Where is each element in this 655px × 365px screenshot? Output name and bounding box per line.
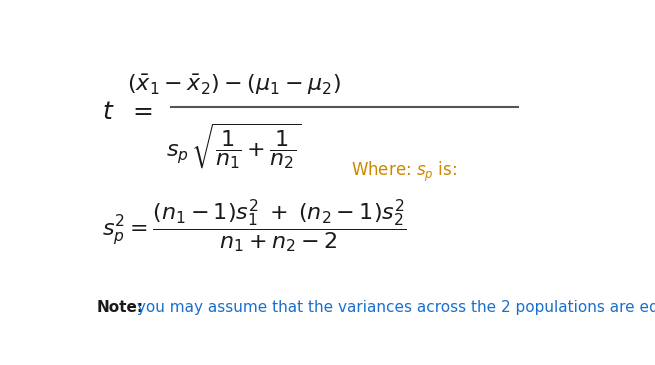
Text: $\left(\bar{x}_1 - \bar{x}_2\right) - \left(\mu_1 - \mu_2\right)$: $\left(\bar{x}_1 - \bar{x}_2\right) - \l… bbox=[127, 72, 341, 97]
Text: you may assume that the variances across the 2 populations are equal.: you may assume that the variances across… bbox=[132, 300, 655, 315]
Text: Note:: Note: bbox=[97, 300, 144, 315]
Text: $t$  $=$: $t$ $=$ bbox=[102, 101, 153, 124]
Text: $s_p\,\sqrt{\dfrac{1}{n_1} + \dfrac{1}{n_2}}$: $s_p\,\sqrt{\dfrac{1}{n_1} + \dfrac{1}{n… bbox=[166, 122, 302, 171]
Text: $s_p^2 = \dfrac{(n_1-1)s_1^2 \;+\; (n_2-1)s_2^2}{n_1 + n_2 - 2}$: $s_p^2 = \dfrac{(n_1-1)s_1^2 \;+\; (n_2-… bbox=[102, 197, 407, 255]
Text: Where: $s_p$ is:: Where: $s_p$ is: bbox=[351, 160, 457, 184]
